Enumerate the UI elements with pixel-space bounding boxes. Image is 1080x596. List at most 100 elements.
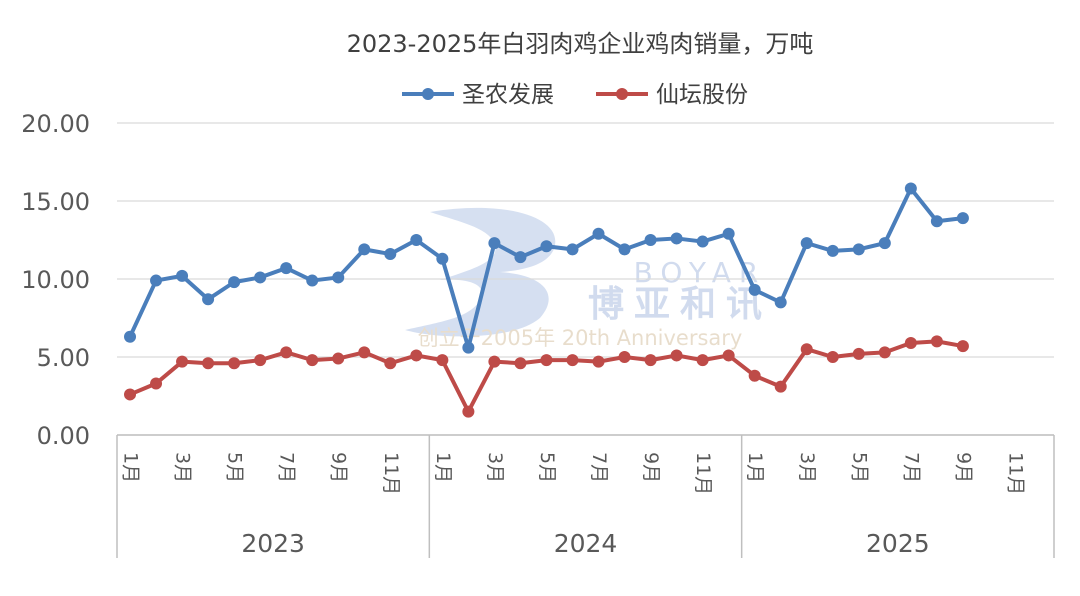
- data-point: [644, 234, 657, 246]
- legend-item-series-2: 仙坛股份: [596, 82, 748, 108]
- data-point: [878, 346, 891, 359]
- data-point: [930, 335, 943, 348]
- data-point: [540, 240, 553, 253]
- data-point: [332, 352, 345, 365]
- x-tick-label: 11月: [380, 452, 402, 495]
- data-point: [826, 244, 839, 257]
- year-label: 2025: [866, 529, 930, 558]
- y-tick-label: 5.00: [37, 344, 90, 372]
- watermark-brand-cn: 博亚和讯: [588, 284, 772, 325]
- data-point: [202, 293, 215, 306]
- series-line: [129, 339, 964, 414]
- data-point: [176, 269, 189, 282]
- data-point: [852, 243, 865, 256]
- data-point: [878, 237, 891, 250]
- data-point: [618, 351, 631, 363]
- data-point: [254, 271, 267, 284]
- data-point: [748, 369, 761, 382]
- data-point: [228, 357, 241, 370]
- x-tick-label: 11月: [1004, 452, 1026, 495]
- data-point: [852, 347, 865, 360]
- data-point: [956, 340, 969, 353]
- data-point: [332, 271, 345, 284]
- x-tick-label: 7月: [588, 452, 610, 483]
- boyar-logo-mark: [405, 207, 556, 337]
- data-point: [384, 248, 397, 261]
- y-tick-label: 15.00: [21, 188, 90, 216]
- x-tick-label: 1月: [432, 452, 454, 483]
- data-point: [696, 354, 709, 367]
- data-point: [748, 283, 761, 296]
- data-point: [800, 237, 813, 250]
- y-tick-label: 20.00: [21, 110, 90, 138]
- data-point: [306, 354, 319, 367]
- data-point: [514, 357, 527, 370]
- data-point: [124, 388, 137, 401]
- legend-item-series-1: 圣农发展: [402, 82, 554, 108]
- x-tick-label: 1月: [744, 452, 766, 483]
- data-point: [202, 357, 215, 370]
- data-point: [514, 251, 527, 264]
- y-tick-label: 0.00: [37, 422, 90, 450]
- watermark-brand-latin: BOYAR: [634, 256, 767, 289]
- data-point: [644, 354, 657, 367]
- data-point: [774, 380, 787, 393]
- data-point: [800, 343, 813, 356]
- data-point: [462, 405, 475, 418]
- legend-label-series-1: 圣农发展: [462, 82, 554, 108]
- data-point: [254, 354, 267, 367]
- data-point: [384, 357, 397, 370]
- x-tick-label: 7月: [900, 452, 922, 483]
- data-point: [436, 354, 449, 367]
- data-point: [410, 234, 423, 246]
- chart-title: 2023-2025年白羽肉鸡企业鸡肉销量，万吨: [347, 30, 814, 58]
- data-point: [956, 212, 969, 225]
- x-tick-label: 5月: [848, 452, 870, 483]
- data-point: [566, 243, 579, 256]
- x-tick-label: 1月: [120, 452, 142, 483]
- series-line: [128, 186, 964, 350]
- data-point: [592, 355, 605, 368]
- data-point: [904, 336, 917, 349]
- data-point: [670, 232, 683, 245]
- legend: 圣农发展 仙坛股份: [402, 82, 748, 108]
- data-point: [722, 227, 735, 240]
- series-2: [124, 335, 969, 418]
- data-point: [774, 296, 787, 309]
- y-axis-ticks: 0.00 5.00 10.00 15.00 20.00: [21, 110, 90, 450]
- data-point: [124, 330, 137, 343]
- x-tick-label: 7月: [276, 452, 298, 483]
- data-point: [696, 235, 709, 248]
- year-label: 2024: [554, 529, 618, 558]
- data-point: [358, 346, 371, 359]
- data-point: [488, 355, 501, 368]
- data-point: [670, 349, 683, 362]
- year-label: 2023: [241, 529, 305, 558]
- data-point: [436, 252, 449, 265]
- data-point: [488, 237, 501, 250]
- x-axis: 1月 3月 5月 7月 9月 11月 1月 3月 5月 7月 9月 11月 1月 3月 5月 7月 9月 11月 2…: [116, 434, 1055, 558]
- x-tick-label: 9月: [328, 452, 350, 483]
- data-point: [930, 215, 943, 228]
- data-point: [410, 349, 423, 362]
- data-point: [462, 341, 475, 354]
- x-tick-label: 9月: [952, 452, 974, 483]
- x-tick-label: 9月: [640, 452, 662, 483]
- data-point: [150, 377, 163, 390]
- data-point: [228, 276, 241, 289]
- x-tick-label: 3月: [484, 452, 506, 483]
- y-tick-label: 10.00: [21, 266, 90, 294]
- data-point: [306, 274, 319, 287]
- data-point: [618, 243, 631, 256]
- x-tick-label: 3月: [796, 452, 818, 483]
- data-point: [358, 243, 371, 256]
- data-point: [592, 227, 605, 240]
- x-tick-label: 3月: [172, 452, 194, 483]
- legend-label-series-2: 仙坛股份: [656, 82, 748, 108]
- data-point: [280, 346, 293, 359]
- x-tick-label: 11月: [692, 452, 714, 495]
- data-point: [826, 351, 839, 363]
- data-point: [904, 182, 917, 195]
